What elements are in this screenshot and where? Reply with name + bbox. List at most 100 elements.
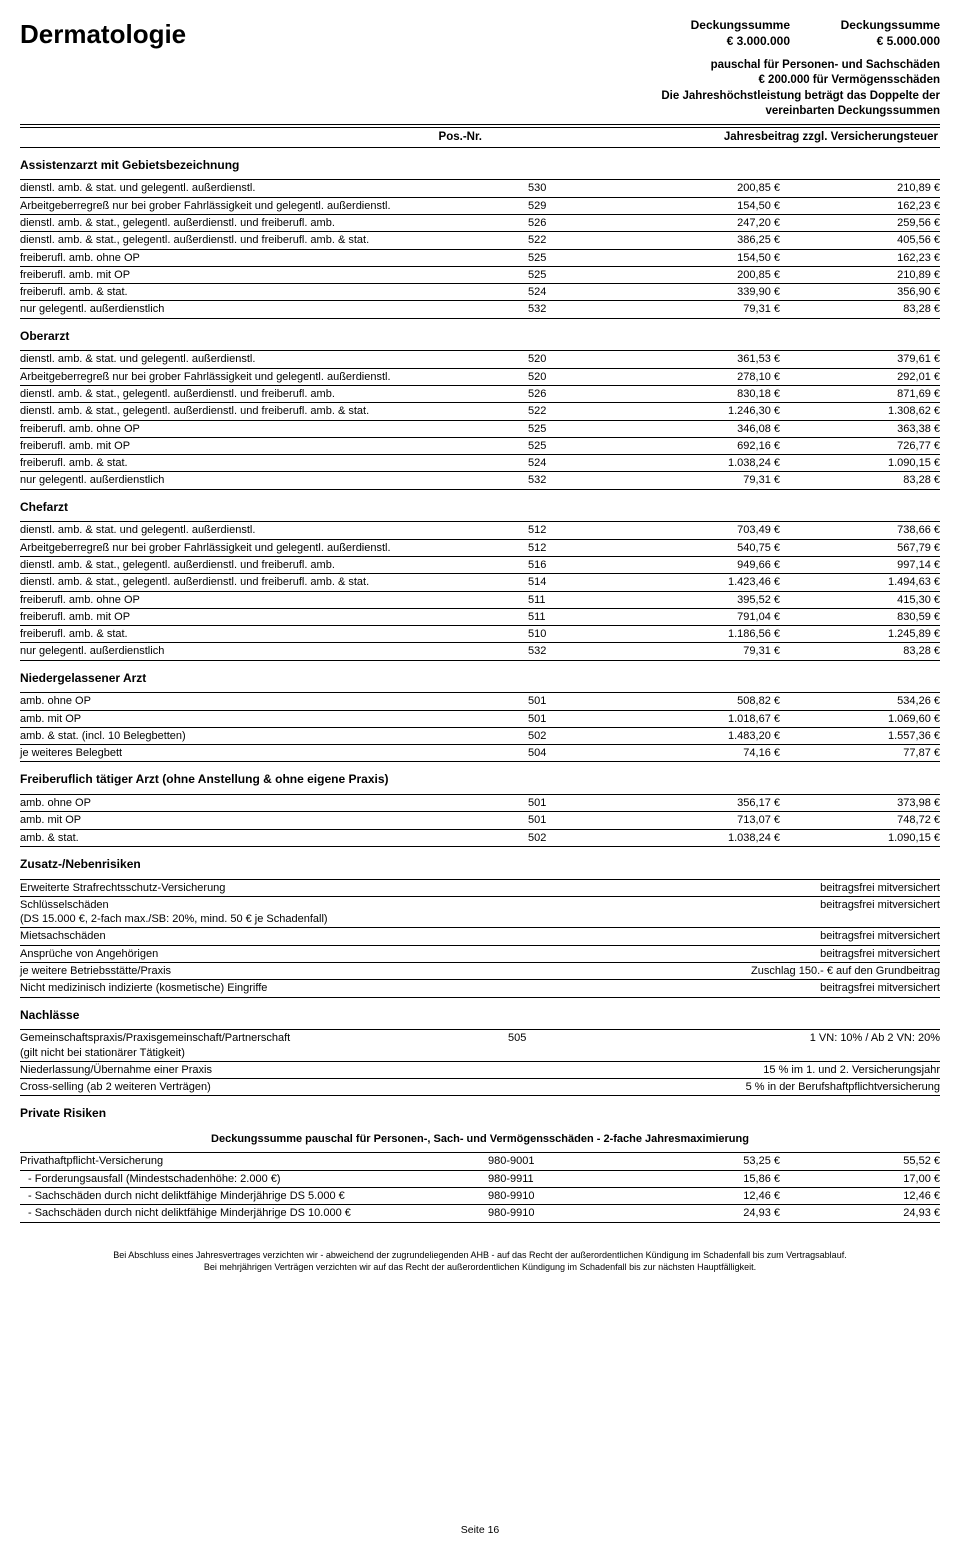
table-row: freiberufl. amb. mit OP511791,04 €830,59…	[20, 609, 940, 626]
zusatz-label: je weitere Betriebsstätte/Praxis	[20, 964, 572, 978]
row-pos: 524	[520, 285, 620, 299]
row-col-a: 1.038,24 €	[620, 831, 780, 845]
row-col-a: 508,82 €	[620, 694, 780, 708]
table-row: dienstl. amb. & stat., gelegentl. außerd…	[20, 386, 940, 403]
private-pos: 980-9910	[480, 1189, 620, 1203]
section-heading: Niedergelassener Arzt	[20, 671, 940, 687]
private-col-b: 55,52 €	[780, 1154, 940, 1168]
row-label: dienstl. amb. & stat., gelegentl. außerd…	[20, 387, 520, 401]
footer-line-2: Bei mehrjährigen Verträgen verzichten wi…	[20, 1261, 940, 1273]
row-label: dienstl. amb. & stat., gelegentl. außerd…	[20, 404, 520, 418]
zusatz-note: beitragsfrei mitversichert	[572, 929, 940, 943]
row-col-a: 356,17 €	[620, 796, 780, 810]
private-row: - Sachschäden durch nicht deliktfähige M…	[20, 1188, 940, 1205]
row-col-a: 1.038,24 €	[620, 456, 780, 470]
table-row: Arbeitgeberregreß nur bei grober Fahrläs…	[20, 369, 940, 386]
footer-note: Bei Abschluss eines Jahresvertrages verz…	[20, 1249, 940, 1273]
zusatz-label: Ansprüche von Angehörigen	[20, 947, 572, 961]
table-row: dienstl. amb. & stat. und gelegentl. auß…	[20, 179, 940, 197]
row-pos: 512	[520, 523, 620, 537]
table-row: dienstl. amb. & stat. und gelegentl. auß…	[20, 350, 940, 368]
nachlass-note: 15 % im 1. und 2. Versicherungsjahr	[600, 1063, 940, 1077]
row-col-b: 1.090,15 €	[780, 831, 940, 845]
row-col-b: 1.245,89 €	[780, 627, 940, 641]
table-row: nur gelegentl. außerdienstlich53279,31 €…	[20, 472, 940, 489]
row-label: amb. & stat. (incl. 10 Belegbetten)	[20, 729, 520, 743]
row-pos: 530	[520, 181, 620, 195]
private-col-b: 12,46 €	[780, 1189, 940, 1203]
row-col-a: 247,20 €	[620, 216, 780, 230]
table-row: nur gelegentl. außerdienstlich53279,31 €…	[20, 643, 940, 660]
row-pos: 532	[520, 302, 620, 316]
row-col-a: 949,66 €	[620, 558, 780, 572]
row-col-b: 83,28 €	[780, 302, 940, 316]
private-col-b: 17,00 €	[780, 1172, 940, 1186]
row-col-a: 361,53 €	[620, 352, 780, 366]
row-col-b: 162,23 €	[780, 199, 940, 213]
table-row: Arbeitgeberregreß nur bei grober Fahrläs…	[20, 198, 940, 215]
row-col-a: 200,85 €	[620, 268, 780, 282]
nachlass-pos: 505	[500, 1031, 600, 1060]
row-pos: 525	[520, 439, 620, 453]
row-col-a: 1.423,46 €	[620, 575, 780, 589]
row-label: Arbeitgeberregreß nur bei grober Fahrläs…	[20, 199, 520, 213]
table-row: je weiteres Belegbett50474,16 €77,87 €	[20, 745, 940, 762]
row-label: dienstl. amb. & stat. und gelegentl. auß…	[20, 523, 520, 537]
sub3: Die Jahreshöchstleistung beträgt das Dop…	[20, 89, 940, 105]
table-row: dienstl. amb. & stat., gelegentl. außerd…	[20, 215, 940, 232]
row-pos: 522	[520, 404, 620, 418]
nachlass-note: 1 VN: 10% / Ab 2 VN: 20%	[600, 1031, 940, 1060]
private-col-a: 12,46 €	[620, 1189, 780, 1203]
table-row: freiberufl. amb. ohne OP525346,08 €363,3…	[20, 421, 940, 438]
row-pos: 501	[520, 796, 620, 810]
zusatz-heading: Zusatz-/Nebenrisiken	[20, 857, 940, 873]
row-label: Arbeitgeberregreß nur bei grober Fahrläs…	[20, 541, 520, 555]
private-label: - Forderungsausfall (Mindestschadenhöhe:…	[28, 1172, 480, 1186]
beitrag-header: Jahresbeitrag zzgl. Versicherungsteuer	[490, 130, 940, 145]
table-row: amb. mit OP501713,07 €748,72 €	[20, 812, 940, 829]
row-col-b: 292,01 €	[780, 370, 940, 384]
row-label: nur gelegentl. außerdienstlich	[20, 644, 520, 658]
row-col-a: 346,08 €	[620, 422, 780, 436]
row-col-a: 339,90 €	[620, 285, 780, 299]
table-row: amb. & stat.5021.038,24 €1.090,15 €	[20, 830, 940, 847]
row-col-a: 278,10 €	[620, 370, 780, 384]
cov1-value: € 3.000.000	[660, 34, 790, 50]
row-col-a: 791,04 €	[620, 610, 780, 624]
row-col-a: 386,25 €	[620, 233, 780, 247]
private-pos: 980-9911	[480, 1172, 620, 1186]
row-col-a: 1.018,67 €	[620, 712, 780, 726]
table-row: freiberufl. amb. & stat.5241.038,24 €1.0…	[20, 455, 940, 472]
row-label: freiberufl. amb. & stat.	[20, 627, 520, 641]
row-pos: 526	[520, 387, 620, 401]
private-row: - Sachschäden durch nicht deliktfähige M…	[20, 1205, 940, 1222]
cov2-value: € 5.000.000	[810, 34, 940, 50]
zusatz-row: Schlüsselschäden(DS 15.000 €, 2-fach max…	[20, 897, 940, 929]
section-heading: Oberarzt	[20, 329, 940, 345]
row-col-a: 713,07 €	[620, 813, 780, 827]
row-col-a: 79,31 €	[620, 302, 780, 316]
cov2-label: Deckungssumme	[810, 18, 940, 34]
row-col-a: 154,50 €	[620, 251, 780, 265]
row-label: je weiteres Belegbett	[20, 746, 520, 760]
row-pos: 510	[520, 627, 620, 641]
table-row: dienstl. amb. & stat., gelegentl. außerd…	[20, 557, 940, 574]
nachlass-heading: Nachlässe	[20, 1008, 940, 1024]
table-row: amb. & stat. (incl. 10 Belegbetten)5021.…	[20, 728, 940, 745]
private-col-a: 24,93 €	[620, 1206, 780, 1220]
nachlass-row: Cross-selling (ab 2 weiteren Verträgen)5…	[20, 1079, 940, 1096]
private-pos: 980-9910	[480, 1206, 620, 1220]
private-pos: 980-9001	[480, 1154, 620, 1168]
row-label: freiberufl. amb. ohne OP	[20, 593, 520, 607]
row-label: freiberufl. amb. & stat.	[20, 456, 520, 470]
row-label: dienstl. amb. & stat., gelegentl. außerd…	[20, 216, 520, 230]
nachlass-label: Cross-selling (ab 2 weiteren Verträgen)	[20, 1080, 500, 1094]
row-label: freiberufl. amb. mit OP	[20, 268, 520, 282]
row-col-b: 534,26 €	[780, 694, 940, 708]
row-label: dienstl. amb. & stat., gelegentl. außerd…	[20, 558, 520, 572]
zusatz-note: Zuschlag 150.- € auf den Grundbeitrag	[572, 964, 940, 978]
row-pos: 502	[520, 831, 620, 845]
row-col-b: 738,66 €	[780, 523, 940, 537]
table-row: freiberufl. amb. ohne OP525154,50 €162,2…	[20, 250, 940, 267]
row-col-b: 210,89 €	[780, 268, 940, 282]
